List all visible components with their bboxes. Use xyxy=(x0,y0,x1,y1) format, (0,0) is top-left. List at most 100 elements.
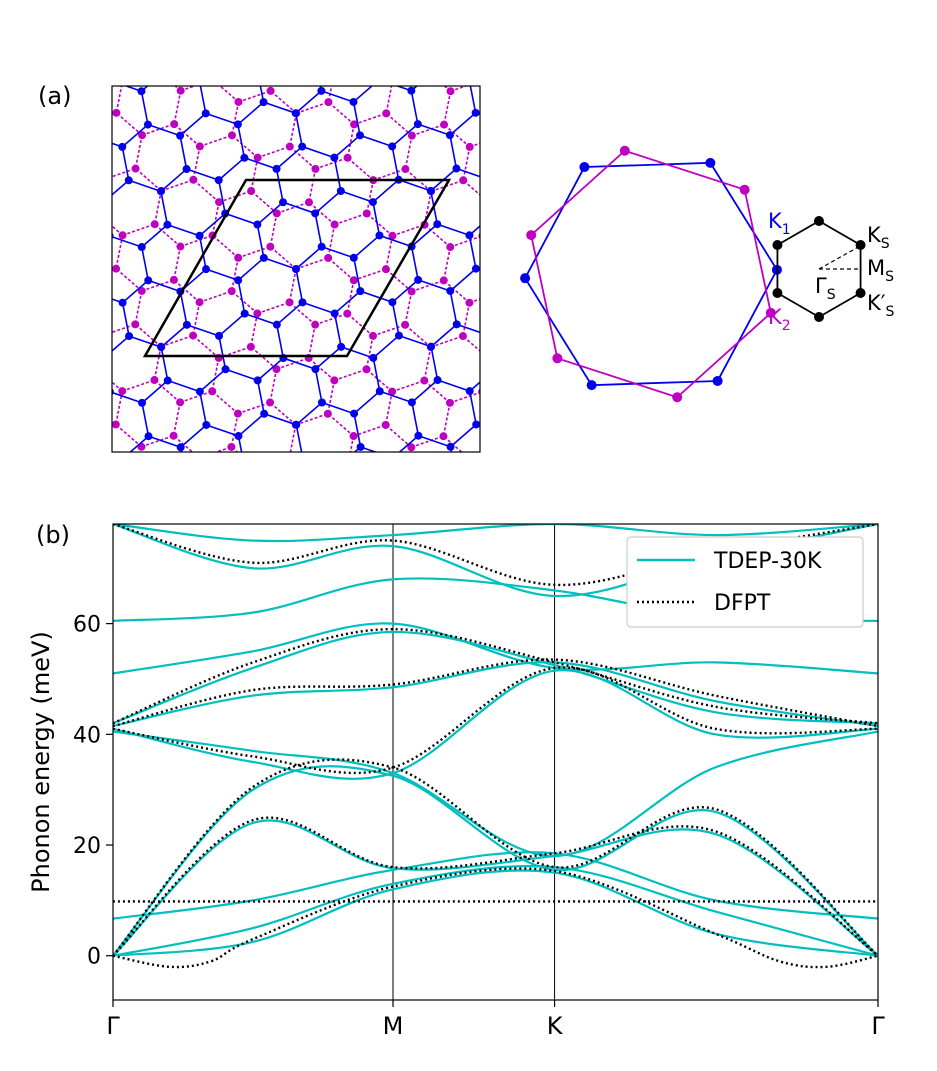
layer-2-bond xyxy=(103,480,135,491)
layer-1-bond xyxy=(84,392,110,414)
layer-1-atom xyxy=(235,588,243,596)
layer-2-bond xyxy=(211,201,220,236)
layer-2-bond xyxy=(423,191,432,225)
layer-2-atom xyxy=(620,277,628,285)
layer-1-bond xyxy=(469,86,477,114)
layer-1-bond xyxy=(321,90,354,103)
layer-2-atom xyxy=(543,210,551,218)
layer-2-atom xyxy=(195,142,204,151)
layer-2-atom xyxy=(176,554,184,562)
bz-moire xyxy=(772,216,866,322)
layer-1-bond xyxy=(475,423,480,427)
layer-2-atom xyxy=(421,65,429,73)
layer-2-atom xyxy=(3,365,11,373)
layer-1-bond xyxy=(489,313,515,335)
layer-1-atom xyxy=(588,242,596,250)
layer-1-bond xyxy=(218,313,246,337)
layer-1-bond xyxy=(0,314,7,325)
layer-2-bond xyxy=(251,469,257,502)
layer-1-bond xyxy=(121,146,130,181)
layer-2-bond xyxy=(276,357,309,370)
layer-2-bond xyxy=(58,413,84,435)
layer-1-bond xyxy=(488,24,494,57)
layer-1-atom xyxy=(369,42,377,50)
bz-layer-1-vertex xyxy=(705,157,716,168)
layer-1-bond xyxy=(45,192,71,214)
layer-2-atom xyxy=(311,320,320,329)
layer-1-bond xyxy=(489,469,515,491)
layer-2-atom xyxy=(562,110,570,118)
layer-2-atom xyxy=(407,287,416,296)
layer-2-atom xyxy=(22,264,30,272)
layer-2-atom xyxy=(344,0,352,6)
layer-2-bond xyxy=(463,459,469,492)
layer-1-bond xyxy=(0,158,7,169)
bz-layer-1 xyxy=(520,157,782,391)
layer-2-bond xyxy=(115,423,142,448)
y-axis-ticks: 0 20 40 60 xyxy=(73,613,113,970)
layer-2-bond xyxy=(521,192,547,214)
layer-2-atom xyxy=(233,409,242,418)
layer-2-atom xyxy=(195,298,204,307)
layer-1-bond xyxy=(7,303,33,325)
layer-1-bond xyxy=(162,481,188,503)
layer-2-bond xyxy=(598,258,624,280)
layer-2-atom xyxy=(176,242,185,251)
layer-2-bond xyxy=(269,401,297,426)
layer-2-bond xyxy=(501,414,507,447)
layer-1-bond xyxy=(546,168,552,201)
layer-1-atom xyxy=(389,454,397,462)
layer-2-atom xyxy=(132,9,140,17)
layer-1-bond xyxy=(321,401,355,415)
layer-2-bond xyxy=(540,370,546,403)
layer-2-atom xyxy=(459,488,467,496)
layer-2-atom xyxy=(465,142,474,151)
y-tick-label: 40 xyxy=(73,723,101,748)
layer-1-atom xyxy=(337,499,345,507)
layer-1-atom xyxy=(3,321,11,329)
layer-2-atom xyxy=(555,299,563,307)
layer-1-bond xyxy=(263,101,296,114)
layer-1-bond xyxy=(566,246,592,268)
layer-2-bond xyxy=(521,36,547,58)
layer-1-bond xyxy=(110,548,142,559)
layer-1-bond xyxy=(207,581,239,592)
layer-2-bond xyxy=(315,157,348,170)
layer-2-atom xyxy=(16,298,24,306)
layer-1-bond xyxy=(187,481,219,492)
layer-2-atom xyxy=(253,465,261,473)
layer-1-bond xyxy=(314,368,323,403)
layer-2-atom xyxy=(61,64,69,72)
layer-2-bond xyxy=(442,435,463,452)
layer-1-atom xyxy=(86,132,94,140)
layer-2-bond xyxy=(295,412,329,426)
layer-1-bond xyxy=(295,268,304,303)
layer-2-bond xyxy=(367,24,373,57)
layer-1-bond xyxy=(604,157,610,190)
tdep-band-12 xyxy=(113,524,878,543)
layer-1-atom xyxy=(272,320,281,329)
layer-2-atom xyxy=(536,399,544,407)
layer-1-bond xyxy=(508,280,514,313)
layer-1-bond xyxy=(141,224,168,248)
layer-2-bond xyxy=(308,357,335,381)
layer-2-bond xyxy=(307,324,316,359)
layer-2-bond xyxy=(112,225,124,236)
layer-1-bond xyxy=(334,2,340,35)
layer-1-atom xyxy=(80,254,88,262)
layer-1-atom xyxy=(426,186,435,195)
layer-2-bond xyxy=(450,86,469,92)
layer-2-bond xyxy=(193,491,219,513)
layer-2-bond xyxy=(258,0,290,2)
layer-2-bond xyxy=(115,86,123,114)
bz-moire-vertex xyxy=(772,240,783,250)
layer-1-atom xyxy=(182,9,190,17)
layer-1-bond xyxy=(147,279,181,293)
layer-1-bond xyxy=(302,301,335,315)
layer-1-bond xyxy=(533,102,565,113)
bz-layer-2-outline xyxy=(530,149,772,399)
label-ms: MS xyxy=(867,256,894,285)
layer-2-bond xyxy=(97,335,103,368)
layer-1-bond xyxy=(360,446,378,452)
